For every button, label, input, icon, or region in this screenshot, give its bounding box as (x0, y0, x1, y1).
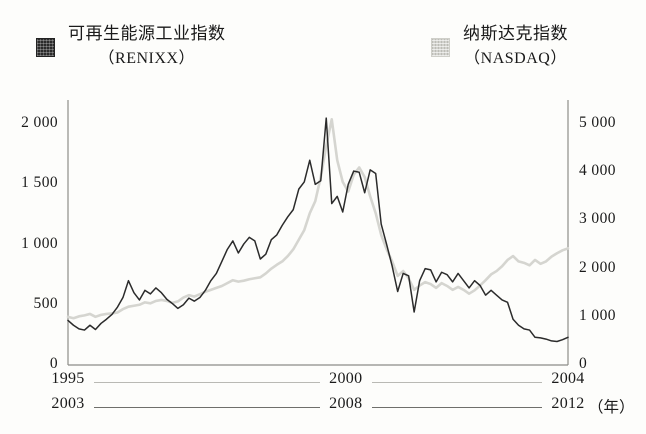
x-axis-connector (94, 382, 320, 383)
x-tick-1995: 1995 (51, 370, 85, 387)
legend-nasdaq-label-en: （NASDAQ） (464, 49, 567, 67)
x-tick-2004: 2004 (551, 370, 585, 387)
legend-item-renixx: 可再生能源工业指数 （RENIXX） (36, 22, 226, 70)
x-tick-2003: 2003 (51, 395, 85, 412)
legend-text-renixx: 可再生能源工业指数 （RENIXX） (68, 22, 226, 70)
legend-item-nasdaq: 纳斯达克指数 （NASDAQ） (431, 22, 568, 70)
plot-area: 0 500 1 000 1 500 2 000 0 1 000 2 000 3 000 4 00… (0, 88, 646, 373)
y-tick-right-1000: 1 000 (579, 306, 616, 324)
series-line-renixx (67, 117, 569, 343)
legend-swatch-nasdaq-icon (431, 38, 450, 57)
x-axis-connector (371, 382, 542, 383)
chart-legend: 可再生能源工业指数 （RENIXX） 纳斯达克指数 （NASDAQ） (0, 0, 646, 95)
x-tick-2008: 2008 (329, 395, 363, 412)
legend-renixx-label-en: （RENIXX） (98, 49, 195, 67)
y-tick-right-4000: 4 000 (579, 162, 616, 180)
x-axis-connector (371, 407, 542, 408)
y-tick-left-2000: 2 000 (21, 114, 58, 132)
y-tick-right-3000: 3 000 (579, 210, 616, 228)
legend-nasdaq-label-cn: 纳斯达克指数 (463, 24, 568, 43)
y-tick-left-0: 0 (49, 355, 58, 372)
x-axis-row-secondary: 2003 2008 2012 (0, 395, 646, 420)
legend-text-nasdaq: 纳斯达克指数 （NASDAQ） (463, 22, 568, 70)
y-tick-right-5000: 5 000 (579, 114, 616, 132)
x-axis: 1995 2000 2004 2003 2008 2012 （年） (0, 370, 646, 434)
x-axis-connector (94, 407, 320, 408)
chart-canvas (66, 100, 570, 366)
x-axis-unit-label: （年） (588, 399, 635, 416)
y-tick-right-2000: 2 000 (579, 258, 616, 276)
legend-swatch-renixx-icon (36, 38, 55, 57)
y-tick-right-0: 0 (579, 355, 588, 372)
series-line-nasdaq (66, 117, 570, 320)
x-tick-2012: 2012 (551, 395, 585, 412)
y-tick-left-1500: 1 500 (21, 174, 58, 192)
x-axis-row-primary: 1995 2000 2004 (0, 370, 646, 395)
legend-renixx-label-cn: 可再生能源工业指数 (68, 24, 226, 43)
y-tick-left-500: 500 (33, 294, 58, 312)
x-tick-2000: 2000 (329, 370, 363, 387)
y-tick-left-1000: 1 000 (21, 234, 58, 252)
